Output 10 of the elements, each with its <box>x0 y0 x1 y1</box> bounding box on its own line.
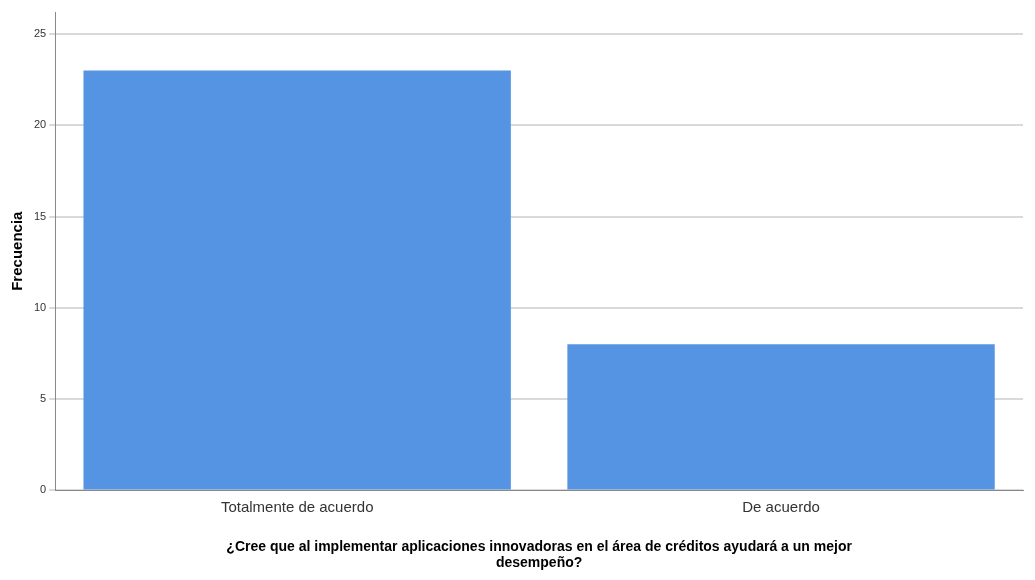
y-tick-label: 25 <box>33 26 47 39</box>
y-tick-label: 0 <box>40 483 47 496</box>
y-tick-label: 5 <box>40 392 47 405</box>
x-tick-label: Totalmente de acuerdo <box>220 497 374 515</box>
y-tick-label: 15 <box>33 209 47 222</box>
y-tick-label: 20 <box>33 118 47 131</box>
y-axis-title: Frecuencia <box>8 210 26 291</box>
y-tick-label: 10 <box>33 300 47 313</box>
x-axis-title: ¿Cree que al implementar aplicaciones innovadoras en el área de créditos ayudará a un mejor desempeño? <box>226 537 853 571</box>
x-tick-label: De acuerdo <box>742 497 820 515</box>
